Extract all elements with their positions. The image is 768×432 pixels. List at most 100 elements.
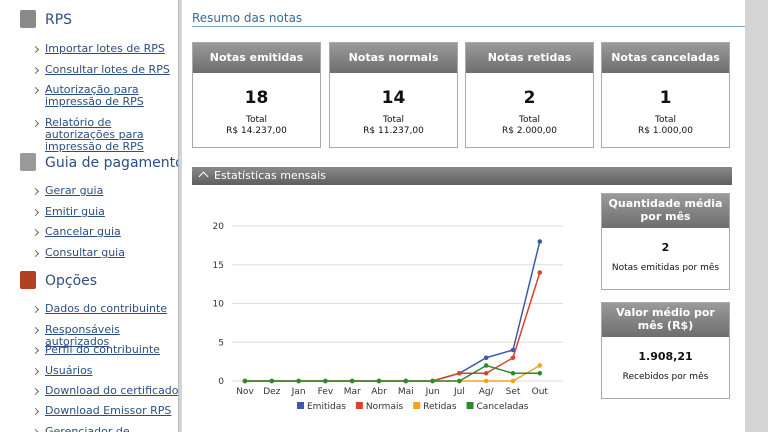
data-point [483, 355, 489, 361]
chevron [31, 86, 40, 95]
y-tick-label: 15 [213, 261, 224, 271]
data-point [537, 363, 543, 368]
nav-link[interactable]: Relatório de autorizações para impressão… [45, 116, 144, 153]
x-tick-label: Set [506, 387, 521, 397]
chevron [31, 305, 40, 314]
nav-link[interactable]: Download Emissor RPS [45, 404, 172, 417]
nav-link[interactable]: Usuários [45, 364, 93, 377]
nav-link[interactable]: Responsáveis autorizados [45, 323, 120, 348]
card-value: 2 [661, 241, 670, 254]
card-header: Notas retidas [466, 43, 593, 73]
x-tick-label: Out [532, 387, 549, 397]
data-point [323, 378, 328, 384]
section-title: Resumo das notas [192, 11, 303, 25]
legend-swatch [355, 402, 363, 409]
card-value: 18 [244, 88, 269, 108]
card-caption: Notas emitidas por mês [611, 263, 720, 273]
nav-link[interactable]: Consultar guia [45, 246, 125, 259]
total-label: Total [518, 115, 541, 125]
summary-card: Notas normais 14 Total R$ 11.237,00 [329, 42, 458, 148]
data-point [430, 378, 435, 384]
y-tick-label: 5 [218, 338, 224, 348]
total-label: Total [245, 115, 268, 125]
legend-label: Canceladas [477, 402, 529, 412]
chevron [31, 326, 40, 335]
nav-link[interactable]: Dados do contribuinte [45, 302, 168, 315]
total-amount: R$ 1.000,00 [638, 126, 693, 136]
average-card: Quantidade média por mês 2 Notas emitidas … [601, 193, 730, 290]
chevron [31, 367, 40, 376]
x-tick-label: Mar [344, 387, 361, 397]
data-point [537, 270, 543, 275]
data-point [242, 378, 248, 384]
card-header: Notas canceladas [602, 43, 729, 73]
legend-swatch [413, 402, 421, 409]
nav-link[interactable]: Emitir guia [45, 205, 105, 218]
nav-link[interactable]: Cancelar guia [45, 225, 121, 238]
nav-link[interactable]: Download do certificado [45, 384, 179, 397]
stats-header: Estatísticas mensais [192, 167, 732, 185]
chart: 0 5 10 15 20 Nov Dez Jan Fev Mar Abr Mai Jun Jul Ag/Se… [213, 222, 563, 412]
data-point [376, 378, 382, 384]
series-line [245, 364, 540, 382]
main-panel: Resumo das notas Notas emitidas 18 Total R$ … [182, 0, 745, 432]
card-caption: Recebidos por mês [622, 372, 709, 382]
card-value: 2 [523, 88, 536, 108]
chevron [31, 45, 40, 54]
chevron [31, 249, 40, 258]
total-amount: R$ 2.000,00 [502, 126, 557, 136]
nav-link[interactable]: Perfil do contribuinte [45, 343, 160, 356]
chevron [31, 387, 40, 396]
chevron [31, 228, 40, 237]
nav-link[interactable]: Gerar guia [45, 184, 104, 197]
x-tick-label: Fev [318, 387, 334, 397]
card-header: Valor médio por mês (R$) [602, 303, 729, 337]
chevron [31, 407, 40, 416]
data-point [510, 355, 516, 361]
data-point [457, 378, 462, 384]
collapse-icon [198, 171, 209, 182]
total-amount: R$ 14.237,00 [226, 126, 287, 136]
x-tick-label: Mai [398, 387, 414, 397]
chevron [31, 119, 40, 128]
section-icon [20, 271, 36, 289]
data-point [537, 370, 543, 376]
x-tick-label: Abr [371, 387, 387, 397]
summary-card: Notas emitidas 18 Total R$ 14.237,00 [192, 42, 321, 148]
title-rule [192, 26, 745, 27]
x-tick-label: Nov [236, 387, 254, 397]
nav-link[interactable]: Importar lotes de RPS [45, 42, 165, 55]
nav-link[interactable]: Autorização para impressão de RPS [45, 83, 144, 108]
total-label: Total [382, 115, 405, 125]
chevron [31, 66, 40, 75]
card-value: 14 [381, 88, 406, 108]
data-point [483, 378, 489, 384]
section-title: Guia de pagamento [45, 155, 179, 171]
data-point [510, 378, 516, 384]
stats-title: Estatísticas mensais [214, 169, 326, 182]
x-tick-label: Dez [263, 387, 280, 397]
chevron [31, 346, 40, 355]
data-point [349, 378, 355, 384]
data-point [483, 363, 489, 368]
x-tick-label: Ag/ [479, 387, 495, 397]
x-tick-label: Jun [425, 387, 440, 397]
card-header: Notas emitidas [193, 43, 320, 73]
nav-link[interactable]: Consultar lotes de RPS [45, 63, 170, 76]
y-tick-label: 10 [213, 300, 225, 310]
summary-card: Notas retidas 2 Total R$ 2.000,00 [465, 42, 594, 148]
data-point [510, 370, 516, 376]
nav-link[interactable]: Gerenciador de relatórios [45, 425, 130, 432]
legend-label: Normais [366, 402, 404, 412]
card-value: 1 [659, 88, 672, 108]
data-point [403, 378, 409, 384]
card-header: Quantidade média por mês [602, 194, 729, 228]
chevron [31, 208, 40, 217]
sidebar: RPS Importar lotes de RPS Consultar lotes … [0, 0, 179, 432]
data-point [537, 239, 543, 244]
average-card: Valor médio por mês (R$) 1.908,21 Recebido… [601, 302, 730, 399]
y-tick-label: 0 [218, 377, 224, 387]
total-amount: R$ 11.237,00 [363, 126, 424, 136]
section-icon [20, 153, 36, 171]
